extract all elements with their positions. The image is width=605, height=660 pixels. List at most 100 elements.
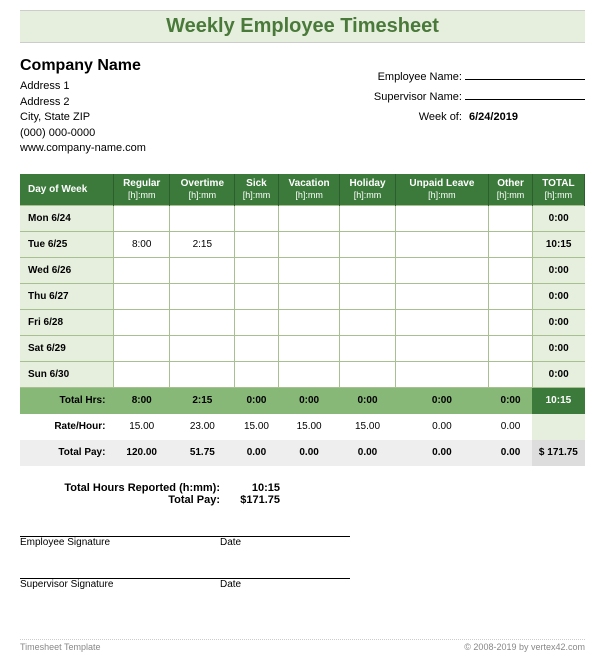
cell-input[interactable]	[235, 232, 279, 258]
cell-input[interactable]	[489, 206, 533, 232]
cell-input[interactable]	[395, 206, 489, 232]
supervisor-name-input[interactable]	[465, 99, 585, 100]
total-hours-row: Total Hrs:8:002:150:000:000:000:000:0010…	[20, 388, 585, 414]
employee-signature-label: Employee Signature	[20, 537, 220, 548]
cell-input[interactable]	[340, 310, 395, 336]
cell-value: 0:00	[489, 388, 533, 414]
cell-input[interactable]	[340, 362, 395, 388]
cell-input[interactable]	[340, 232, 395, 258]
cell-input[interactable]	[395, 362, 489, 388]
cell-input[interactable]	[278, 284, 340, 310]
cell-row-total: 0:00	[532, 258, 584, 284]
week-of-label: Week of:	[419, 111, 462, 123]
cell-input[interactable]	[340, 336, 395, 362]
cell-input[interactable]	[113, 362, 170, 388]
cell-row-total: 0:00	[532, 336, 584, 362]
cell-input[interactable]	[489, 284, 533, 310]
week-of-value[interactable]: 6/24/2019	[465, 111, 585, 123]
cell-value: 2:15	[170, 388, 235, 414]
cell-value: 0:00	[278, 388, 340, 414]
col-day: Day of Week	[20, 174, 113, 205]
summary-pay-value: $171.75	[220, 494, 280, 506]
table-row: Thu 6/270:00	[20, 284, 585, 310]
col-unpaid: Unpaid Leave[h]:mm	[395, 174, 489, 205]
cell-input[interactable]	[235, 336, 279, 362]
form-fields: Employee Name: Supervisor Name: Week of:…	[374, 55, 585, 156]
table-row: Sat 6/290:00	[20, 336, 585, 362]
cell-input[interactable]	[395, 310, 489, 336]
cell-input[interactable]	[489, 336, 533, 362]
cell-value: 0:00	[235, 388, 279, 414]
col-total: TOTAL[h]:mm	[532, 174, 584, 205]
cell-input[interactable]	[113, 336, 170, 362]
cell-value: 0.00	[278, 440, 340, 466]
table-row: Wed 6/26 0:00	[20, 258, 585, 284]
cell-input[interactable]	[113, 284, 170, 310]
cell-input[interactable]	[278, 362, 340, 388]
cell-input[interactable]	[235, 206, 279, 232]
cell-row-total: 10:15	[532, 232, 584, 258]
cell-input[interactable]	[395, 336, 489, 362]
cell-input[interactable]	[278, 336, 340, 362]
cell-input[interactable]	[235, 284, 279, 310]
cell-input[interactable]	[113, 258, 170, 284]
cell-input[interactable]	[113, 310, 170, 336]
signature-block: Employee Signature Date Supervisor Signa…	[20, 536, 585, 590]
cell-input[interactable]	[113, 206, 170, 232]
header-section: Company Name Address 1 Address 2 City, S…	[20, 55, 585, 156]
cell-value: 15.00	[278, 414, 340, 440]
cell-value: 15.00	[113, 414, 170, 440]
cell-input[interactable]	[170, 310, 235, 336]
table-row: Sun 6/300:00	[20, 362, 585, 388]
cell-day: Fri 6/28	[20, 310, 113, 336]
cell-input[interactable]	[489, 232, 533, 258]
cell-input[interactable]	[170, 336, 235, 362]
company-addr2: Address 2	[20, 95, 146, 110]
total-pay-row: Total Pay:120.0051.750.000.000.000.000.0…	[20, 440, 585, 466]
cell-input[interactable]	[340, 258, 395, 284]
company-block: Company Name Address 1 Address 2 City, S…	[20, 55, 146, 156]
table-row: Tue 6/258:002:1510:15	[20, 232, 585, 258]
cell-input[interactable]	[235, 310, 279, 336]
summary-hours-value: 10:15	[220, 482, 280, 494]
cell-row-total: 0:00	[532, 206, 584, 232]
cell-input[interactable]	[278, 258, 340, 284]
cell-input[interactable]	[340, 206, 395, 232]
cell-input[interactable]	[278, 206, 340, 232]
cell-day: Sun 6/30	[20, 362, 113, 388]
cell-input[interactable]: 8:00	[113, 232, 170, 258]
cell-input[interactable]	[395, 258, 489, 284]
cell-input[interactable]: 2:15	[170, 232, 235, 258]
cell-row-total: 0:00	[532, 284, 584, 310]
col-sick: Sick[h]:mm	[235, 174, 279, 205]
cell-input[interactable]	[170, 362, 235, 388]
footer-left: Timesheet Template	[20, 642, 101, 652]
employee-signature-line[interactable]: Employee Signature Date	[20, 536, 350, 548]
summary-block: Total Hours Reported (h:mm): 10:15 Total…	[20, 482, 585, 506]
cell-day: Wed 6/26	[20, 258, 113, 284]
cell-value: 0.00	[395, 414, 489, 440]
cell-input[interactable]	[235, 258, 279, 284]
cell-value: 0.00	[489, 440, 533, 466]
cell-input[interactable]	[278, 232, 340, 258]
cell-input[interactable]	[170, 258, 235, 284]
cell-input[interactable]	[170, 284, 235, 310]
cell-input[interactable]	[489, 362, 533, 388]
cell-input[interactable]	[170, 206, 235, 232]
supervisor-signature-line[interactable]: Supervisor Signature Date	[20, 578, 350, 590]
cell-input[interactable]	[235, 362, 279, 388]
footer: Timesheet Template © 2008-2019 by vertex…	[20, 639, 585, 652]
cell-input[interactable]	[278, 310, 340, 336]
cell-value: 0:00	[395, 388, 489, 414]
cell-input[interactable]	[340, 284, 395, 310]
cell-value: 0:00	[340, 388, 395, 414]
company-citystate: City, State ZIP	[20, 110, 146, 125]
cell-input[interactable]	[489, 258, 533, 284]
supervisor-signature-label: Supervisor Signature	[20, 579, 220, 590]
cell-input[interactable]	[395, 232, 489, 258]
cell-input[interactable]	[489, 310, 533, 336]
cell-input[interactable]	[395, 284, 489, 310]
company-name: Company Name	[20, 55, 146, 77]
employee-name-input[interactable]	[465, 79, 585, 80]
cell-value: 8:00	[113, 388, 170, 414]
